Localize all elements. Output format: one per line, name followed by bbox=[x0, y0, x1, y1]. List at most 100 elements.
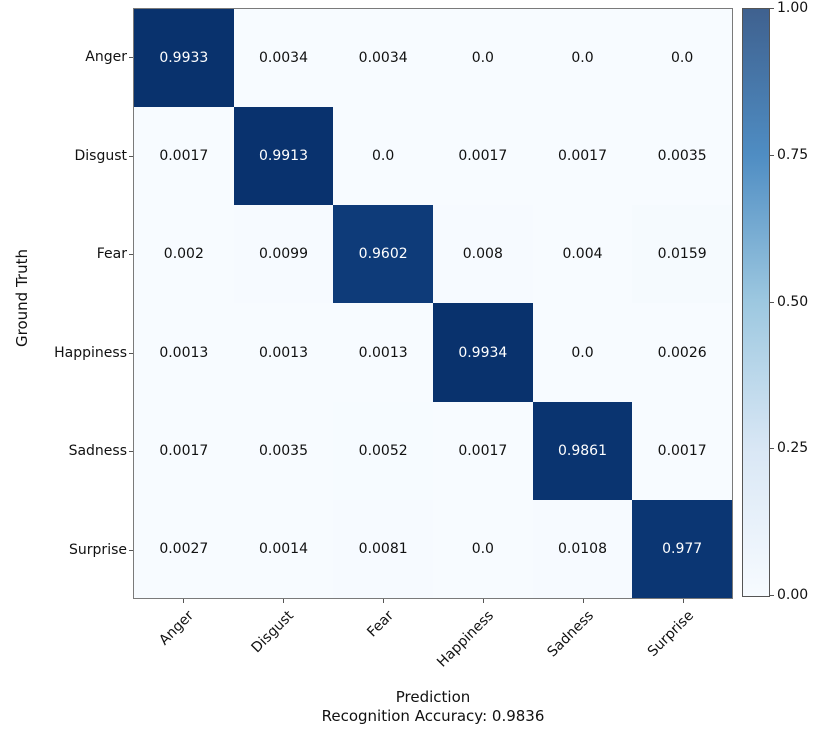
matrix-cell-value: 0.0017 bbox=[159, 442, 209, 459]
y-tick-label: Sadness bbox=[68, 443, 127, 460]
matrix-cell-value: 0.0013 bbox=[358, 344, 408, 361]
colorbar-tick-mark bbox=[769, 8, 774, 9]
matrix-cell: 0.0027 bbox=[134, 499, 234, 598]
y-tick-label: Anger bbox=[85, 49, 127, 66]
matrix-cell: 0.004 bbox=[532, 205, 633, 304]
x-tick-mark bbox=[683, 599, 684, 603]
x-axis-title-block: Prediction Recognition Accuracy: 0.9836 bbox=[133, 688, 733, 726]
y-tick-mark bbox=[129, 352, 133, 354]
matrix-cell: 0.0035 bbox=[632, 107, 732, 206]
matrix-cell-value: 0.0017 bbox=[657, 442, 707, 459]
matrix-cell: 0.0 bbox=[532, 9, 633, 108]
matrix-cell-value: 0.9933 bbox=[159, 50, 209, 67]
matrix-cell-value: 0.0027 bbox=[159, 540, 209, 557]
matrix-cell-value: 0.0 bbox=[471, 50, 494, 67]
matrix-cell: 0.9913 bbox=[233, 107, 334, 206]
matrix-cell-value: 0.0 bbox=[571, 344, 594, 361]
y-axis-title: Ground Truth bbox=[13, 249, 31, 347]
matrix-cell-value: 0.0017 bbox=[458, 442, 508, 459]
matrix-cell-value: 0.0 bbox=[571, 50, 594, 67]
colorbar-tick-mark bbox=[769, 595, 774, 596]
matrix-cell-value: 0.0013 bbox=[258, 344, 308, 361]
colorbar bbox=[742, 8, 770, 597]
matrix-cell-value: 0.0014 bbox=[258, 540, 308, 557]
matrix-cell: 0.0 bbox=[432, 9, 533, 108]
matrix-cell: 0.0013 bbox=[134, 303, 234, 402]
matrix-cell-value: 0.0052 bbox=[358, 442, 408, 459]
colorbar-tick-label: 0.75 bbox=[777, 146, 809, 163]
matrix-cell: 0.0159 bbox=[632, 205, 732, 304]
matrix-cell-value: 0.0 bbox=[471, 540, 494, 557]
y-tick-mark bbox=[129, 549, 133, 551]
y-tick-mark bbox=[129, 155, 133, 157]
matrix-cell-value: 0.0035 bbox=[657, 148, 707, 165]
matrix-cell-value: 0.004 bbox=[562, 246, 603, 263]
matrix-cell: 0.0017 bbox=[432, 401, 533, 500]
colorbar-tick-label: 1.00 bbox=[777, 0, 809, 16]
matrix-cell-value: 0.0159 bbox=[657, 246, 707, 263]
matrix-cell: 0.9933 bbox=[134, 9, 234, 108]
matrix-cell-value: 0.977 bbox=[662, 540, 703, 557]
x-tick-mark bbox=[483, 599, 484, 603]
matrix-cell-value: 0.0034 bbox=[258, 50, 308, 67]
y-tick-mark bbox=[129, 57, 133, 59]
y-tick-label: Happiness bbox=[54, 344, 127, 361]
matrix-cell-value: 0.0026 bbox=[657, 344, 707, 361]
matrix-cell: 0.008 bbox=[432, 205, 533, 304]
colorbar-tick-mark bbox=[769, 448, 774, 450]
matrix-cell: 0.0013 bbox=[333, 303, 433, 402]
x-tick-mark bbox=[183, 599, 184, 603]
colorbar-tick-label: 0.00 bbox=[777, 587, 809, 603]
matrix-cell-value: 0.0017 bbox=[557, 148, 607, 165]
matrix-cell: 0.0108 bbox=[532, 499, 633, 598]
matrix-cell: 0.0052 bbox=[333, 401, 433, 500]
matrix-cell-value: 0.0 bbox=[671, 50, 694, 67]
matrix-cell: 0.0017 bbox=[432, 107, 533, 206]
matrix-cell-value: 0.0099 bbox=[258, 246, 308, 263]
colorbar-tick-label: 0.25 bbox=[777, 440, 809, 457]
y-tick-mark bbox=[129, 451, 133, 453]
x-tick-mark bbox=[583, 599, 584, 603]
matrix-cell: 0.0026 bbox=[632, 303, 732, 402]
matrix-cell-value: 0.0035 bbox=[258, 442, 308, 459]
matrix-cell: 0.0099 bbox=[233, 205, 334, 304]
matrix-cell: 0.0017 bbox=[532, 107, 633, 206]
colorbar-tick-label: 0.50 bbox=[777, 293, 809, 310]
matrix-cell: 0.0034 bbox=[233, 9, 334, 108]
colorbar-tick-mark bbox=[769, 301, 774, 303]
heatmap-grid: 0.9933 0.0034 0.0034 0.0 0.0 0.0 0.0017 0.9913 0… bbox=[133, 8, 733, 599]
matrix-cell-value: 0.0013 bbox=[159, 344, 209, 361]
matrix-cell-value: 0.9861 bbox=[557, 442, 607, 459]
matrix-cell: 0.0013 bbox=[233, 303, 334, 402]
matrix-cell: 0.0017 bbox=[632, 401, 732, 500]
matrix-cell: 0.0 bbox=[333, 107, 433, 206]
matrix-cell: 0.0081 bbox=[333, 499, 433, 598]
matrix-cell-value: 0.002 bbox=[163, 246, 204, 263]
matrix-cell: 0.0017 bbox=[134, 401, 234, 500]
matrix-cell-value: 0.0017 bbox=[458, 148, 508, 165]
matrix-cell: 0.9861 bbox=[532, 401, 633, 500]
matrix-cell: 0.977 bbox=[632, 499, 732, 598]
y-tick-label: Disgust bbox=[74, 147, 127, 164]
matrix-cell: 0.0017 bbox=[134, 107, 234, 206]
matrix-cell-value: 0.0017 bbox=[159, 148, 209, 165]
x-axis-title: Prediction bbox=[395, 688, 471, 706]
y-tick-mark bbox=[129, 254, 133, 256]
y-tick-label: Fear bbox=[96, 246, 127, 263]
x-tick-mark bbox=[283, 599, 284, 603]
accuracy-annotation: Recognition Accuracy: 0.9836 bbox=[321, 707, 545, 725]
matrix-cell: 0.9602 bbox=[333, 205, 433, 304]
matrix-cell-value: 0.0108 bbox=[557, 540, 607, 557]
matrix-cell-value: 0.0081 bbox=[358, 540, 408, 557]
x-tick-mark bbox=[383, 599, 384, 603]
matrix-cell: 0.0 bbox=[632, 9, 732, 108]
matrix-cell-value: 0.9602 bbox=[358, 246, 408, 263]
matrix-cell: 0.002 bbox=[134, 205, 234, 304]
matrix-cell-value: 0.008 bbox=[462, 246, 503, 263]
matrix-cell: 0.0014 bbox=[233, 499, 334, 598]
matrix-cell-value: 0.0 bbox=[372, 148, 395, 165]
matrix-cell: 0.9934 bbox=[432, 303, 533, 402]
matrix-cell-value: 0.0034 bbox=[358, 50, 408, 67]
matrix-cell-value: 0.9934 bbox=[458, 344, 508, 361]
